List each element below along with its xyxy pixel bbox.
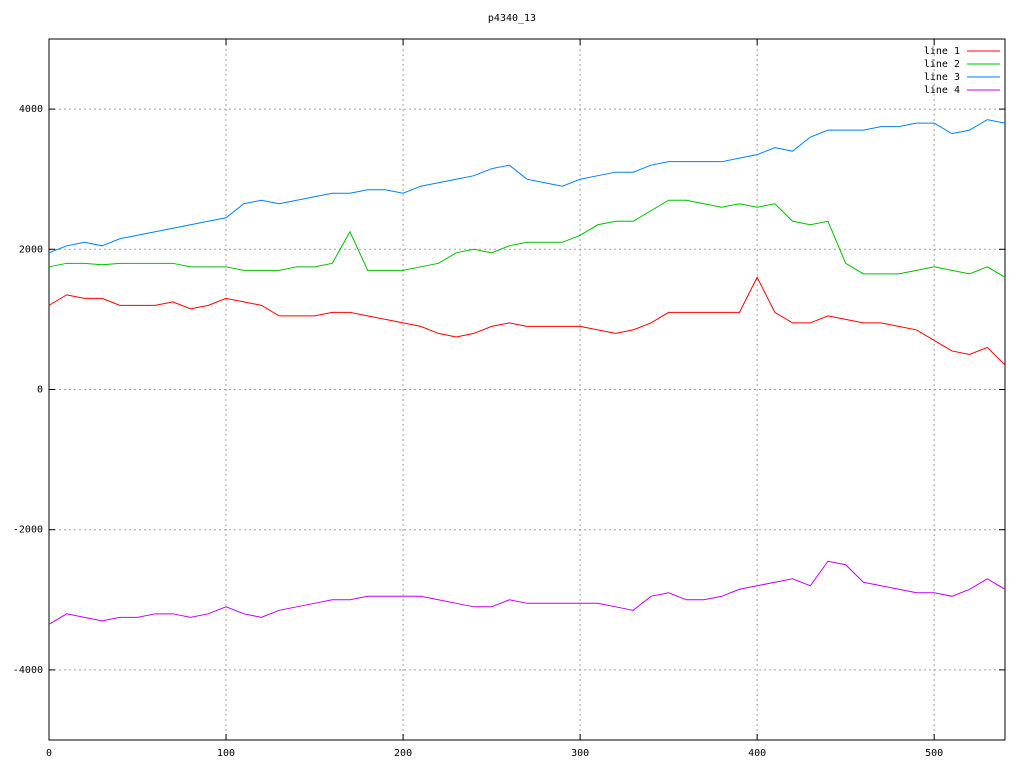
y-tick-label: 2000 xyxy=(19,244,43,255)
y-tick-label: 0 xyxy=(37,385,43,396)
data-line xyxy=(48,276,1006,366)
y-tick-label: -2000 xyxy=(13,525,43,536)
x-tick-label: 500 xyxy=(925,748,943,759)
legend-label: line 1 xyxy=(924,46,960,57)
y-tick-label: -4000 xyxy=(13,665,43,676)
data-line xyxy=(48,199,1006,278)
data-line xyxy=(48,560,1006,625)
x-tick-label: 200 xyxy=(394,748,412,759)
x-tick-label: 400 xyxy=(748,748,766,759)
chart-title: p4340_13 xyxy=(488,13,536,24)
plot-border xyxy=(48,38,1006,741)
legend-label: line 3 xyxy=(924,72,960,83)
legend-label: line 4 xyxy=(924,85,960,96)
x-tick-label: 100 xyxy=(217,748,235,759)
x-tick-label: 300 xyxy=(571,748,589,759)
y-tick-label: 4000 xyxy=(19,104,43,115)
x-tick-label: 0 xyxy=(46,748,52,759)
legend-label: line 2 xyxy=(924,59,960,70)
data-line xyxy=(48,119,1006,254)
